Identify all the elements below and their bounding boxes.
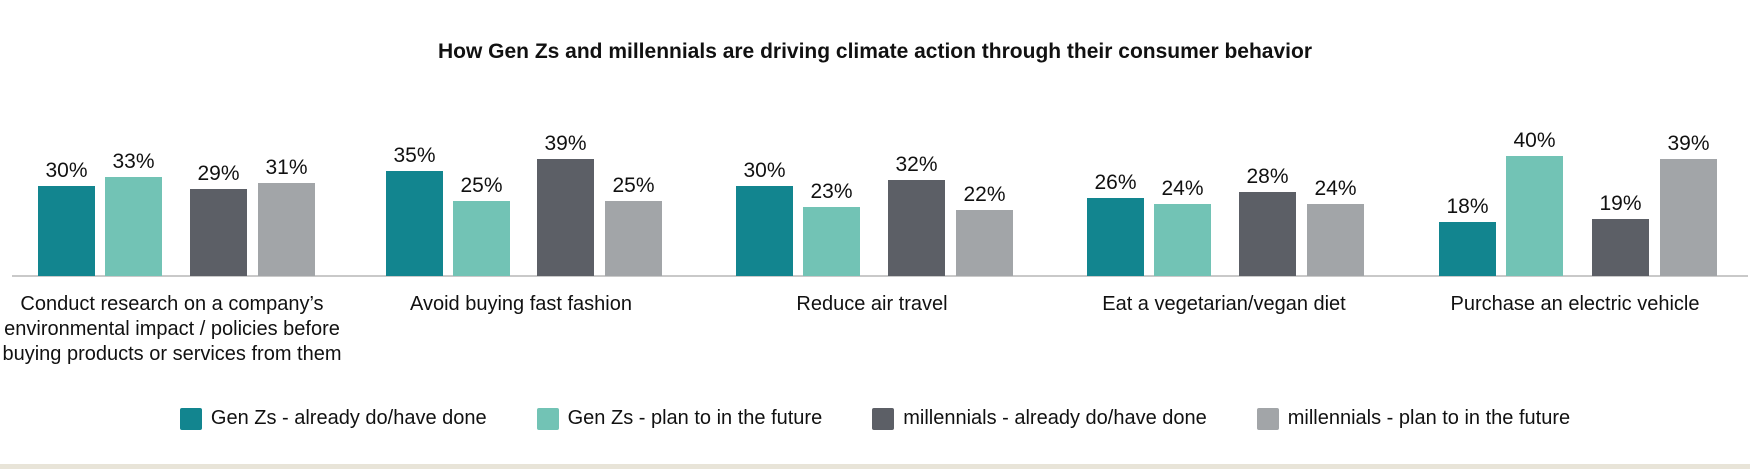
bar-4-series-4 (1307, 204, 1364, 276)
data-label-3-series-4: 22% (963, 183, 1005, 206)
bar-1-series-4 (258, 183, 315, 276)
data-label-3-series-2: 23% (810, 180, 852, 203)
legend-item-2: Gen Zs - plan to in the future (536, 407, 823, 430)
bar-2-series-4 (605, 201, 662, 276)
data-label-1-series-1: 30% (45, 159, 87, 182)
legend-item-3: millennials - already do/have done (872, 407, 1207, 430)
data-label-3-series-3: 32% (895, 153, 937, 176)
legend-swatch-1 (179, 407, 202, 430)
chart-title: How Gen Zs and millennials are driving c… (437, 40, 1312, 63)
data-label-4-series-1: 26% (1094, 171, 1136, 194)
bar-3-series-3 (888, 180, 945, 276)
legend-label-2: Gen Zs - plan to in the future (567, 407, 823, 429)
legend-label-1: Gen Zs - already do/have done (210, 407, 487, 429)
data-label-4-series-4: 24% (1314, 177, 1356, 200)
data-label-5-series-4: 39% (1667, 132, 1709, 155)
data-label-5-series-2: 40% (1513, 129, 1555, 152)
category-label-5: Purchase an electric vehicle (1450, 293, 1700, 315)
data-label-4-series-2: 24% (1161, 177, 1203, 200)
data-label-1-series-3: 29% (197, 162, 239, 185)
bar-2-series-3 (537, 159, 594, 276)
data-label-2-series-4: 25% (612, 174, 654, 197)
bar-1-series-3 (190, 189, 247, 276)
bar-3-series-4 (956, 210, 1013, 276)
bar-4-series-1 (1087, 198, 1144, 276)
bar-chart-plot: 30% 33% 29% 31% 35% 25% 39% 25% 30% 23% 32% 22% 26% 2… (12, 129, 1748, 277)
category-label-4: Eat a vegetarian/vegan diet (1102, 293, 1346, 315)
data-label-4-series-3: 28% (1246, 165, 1288, 188)
bar-5-series-1 (1439, 222, 1496, 276)
data-label-5-series-3: 19% (1599, 192, 1641, 215)
legend-swatch-4 (1256, 407, 1279, 430)
legend-label-4: millennials - plan to in the future (1287, 407, 1571, 429)
bar-3-series-2 (803, 207, 860, 276)
bar-5-series-4 (1660, 159, 1717, 276)
legend-item-1: Gen Zs - already do/have done (179, 407, 487, 430)
data-label-5-series-1: 18% (1446, 195, 1488, 218)
bar-1-series-1 (38, 186, 95, 276)
data-label-2-series-1: 35% (393, 144, 435, 167)
bar-4-series-2 (1154, 204, 1211, 276)
data-label-1-series-4: 31% (265, 156, 307, 179)
bar-5-series-2 (1506, 156, 1563, 276)
category-label-2: Avoid buying fast fashion (409, 293, 632, 315)
bottom-band (0, 464, 1750, 469)
category-label-1: Conduct research on a company’s environm… (2, 293, 342, 365)
bar-3-series-1 (736, 186, 793, 276)
bar-5-series-3 (1592, 219, 1649, 276)
data-label-3-series-1: 30% (743, 159, 785, 182)
bar-2-series-1 (386, 171, 443, 276)
bar-2-series-2 (453, 201, 510, 276)
data-label-2-series-3: 39% (544, 132, 586, 155)
legend: Gen Zs - already do/have done Gen Zs - pl… (0, 407, 1750, 430)
data-label-2-series-2: 25% (460, 174, 502, 197)
legend-swatch-3 (872, 407, 895, 430)
legend-swatch-2 (536, 407, 559, 430)
legend-label-3: millennials - already do/have done (903, 407, 1207, 429)
bar-4-series-3 (1239, 192, 1296, 276)
bar-1-series-2 (105, 177, 162, 276)
category-label-3: Reduce air travel (796, 293, 948, 315)
data-label-1-series-2: 33% (112, 150, 154, 173)
legend-item-4: millennials - plan to in the future (1256, 407, 1571, 430)
